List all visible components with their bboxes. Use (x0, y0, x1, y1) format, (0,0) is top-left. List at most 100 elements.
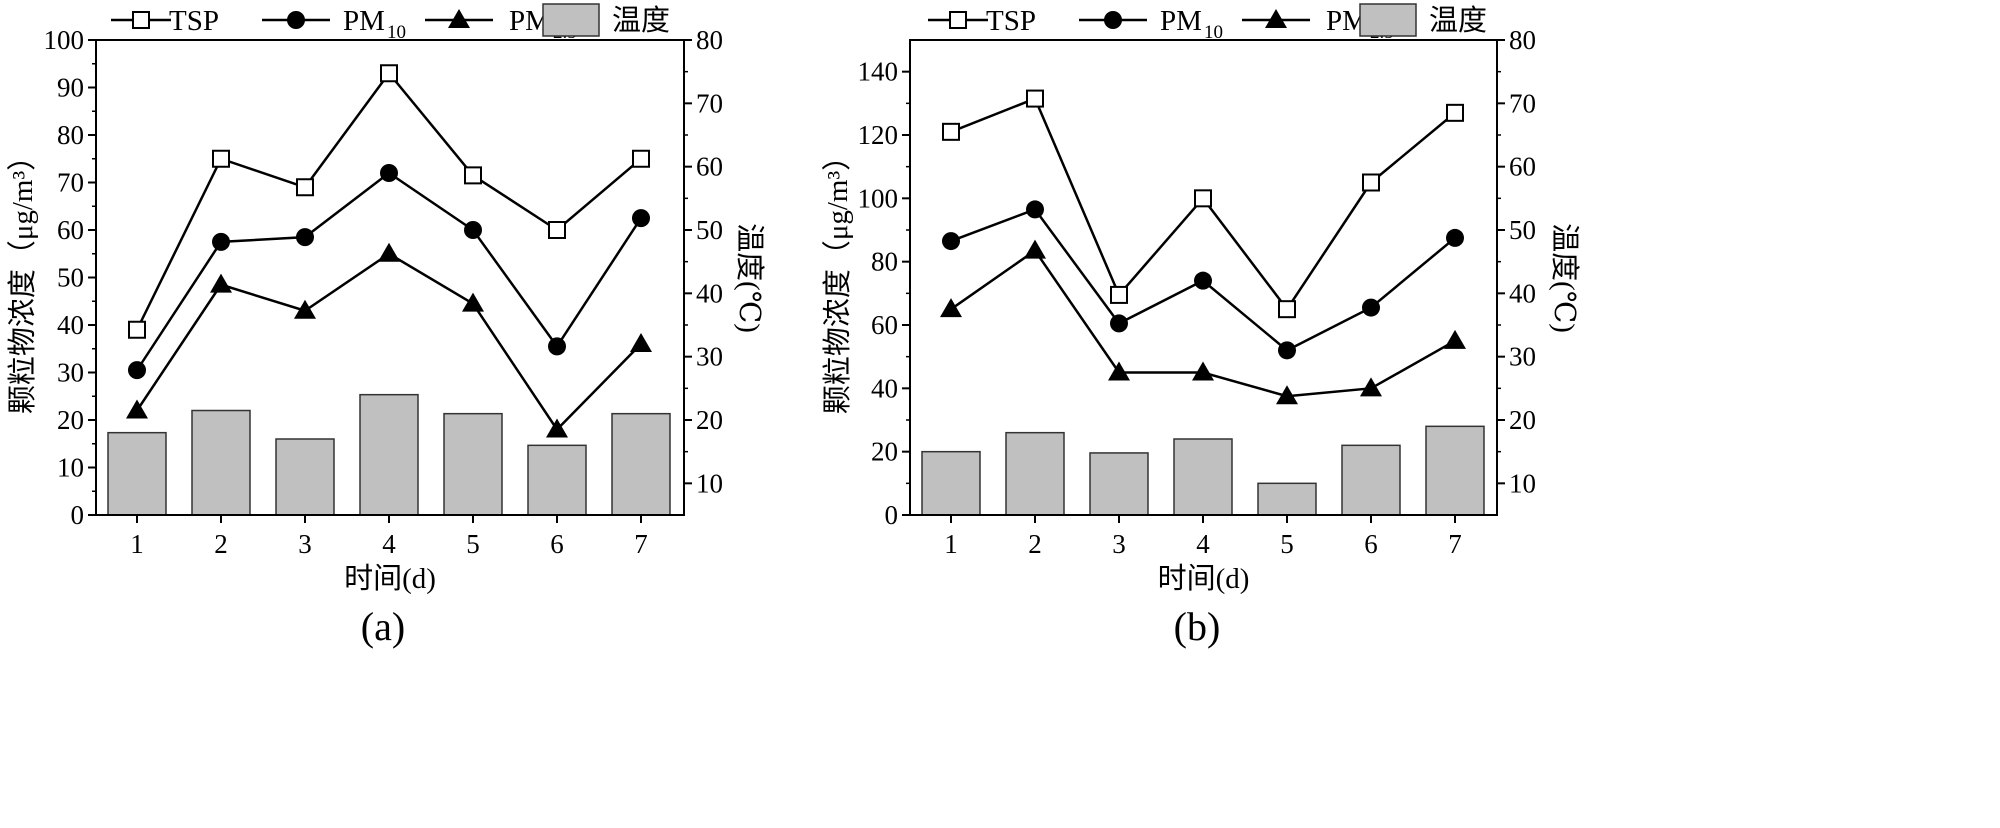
legend-marker-pm25 (448, 9, 470, 28)
legend-marker-pm25 (1265, 9, 1287, 28)
right-tick-label: 60 (1509, 152, 1536, 182)
x-tick-label: 7 (634, 529, 648, 559)
tsp-marker (1278, 300, 1296, 319)
pm10-marker (212, 232, 230, 251)
legend-label-tsp: TSP (169, 5, 219, 37)
x-tick-label: 6 (550, 529, 564, 559)
pm10-marker (1446, 228, 1464, 247)
temperature-bar (107, 431, 167, 516)
left-tick-label: 120 (858, 120, 899, 150)
pm10-marker (380, 164, 398, 182)
pm10-marker (632, 209, 650, 228)
pm25-marker (1276, 385, 1298, 405)
x-tick-label: 4 (382, 529, 396, 559)
legend-label-temp: 温度 (612, 4, 670, 37)
left-tick-label: 0 (885, 500, 899, 530)
legend-marker-temp (542, 3, 600, 37)
left-tick-label: 80 (57, 120, 84, 150)
chart-caption: (b) (1174, 604, 1221, 649)
pm25-marker (1024, 239, 1046, 259)
x-axis-label: 时间(d) (344, 562, 436, 595)
pm10-marker (1026, 200, 1044, 219)
left-tick-label: 30 (57, 358, 84, 388)
left-tick-label: 100 (44, 25, 85, 55)
pm25-marker (630, 333, 652, 352)
right-tick-label: 10 (696, 468, 723, 498)
temperature-bar (527, 444, 587, 516)
x-tick-label: 2 (214, 529, 228, 559)
tsp-marker (464, 166, 482, 185)
right-tick-label: 10 (1509, 468, 1536, 498)
y-axis-label-right: 温度(℃) (1548, 223, 1581, 333)
x-tick-label: 3 (1112, 529, 1126, 559)
pm10-marker (942, 232, 960, 251)
tsp-marker (128, 320, 146, 339)
right-tick-label: 40 (696, 278, 723, 308)
series-line-pm10 (135, 171, 643, 371)
right-tick-label: 20 (696, 405, 723, 435)
y-axis-label-right: 温度(℃) (733, 223, 766, 333)
right-tick-label: 80 (696, 25, 723, 55)
tsp-marker (548, 221, 566, 239)
pm10-marker (296, 228, 314, 247)
tsp-marker (380, 64, 398, 83)
temperature-bar (359, 393, 419, 516)
left-tick-label: 20 (871, 437, 898, 467)
x-tick-label: 5 (1280, 529, 1294, 559)
pm10-marker (464, 221, 482, 239)
x-axis-label: 时间(d) (1158, 562, 1250, 595)
temperature-bar (1341, 444, 1401, 516)
pm25-marker (378, 242, 400, 262)
temperature-bar (275, 438, 335, 516)
tsp-marker (1362, 173, 1380, 192)
x-tick-label: 7 (1448, 529, 1462, 559)
temperature-bar (611, 412, 671, 516)
y-axis-label-left: 颗粒物浓度（μg/m³） (821, 142, 854, 414)
x-tick-label: 6 (1364, 529, 1378, 559)
x-tick-label: 5 (466, 529, 480, 559)
left-tick-label: 40 (871, 373, 898, 403)
right-tick-label: 70 (1509, 88, 1536, 118)
tsp-marker (1194, 189, 1212, 208)
pm10-marker (128, 361, 146, 380)
pm25-marker (940, 298, 962, 318)
right-tick-label: 60 (696, 152, 723, 182)
chart-a: 0 10 20 30 40 50 60 70 80 90 100 10 20 30 40 50 60 70 80 1 2… (6, 3, 766, 649)
temperature-bar (191, 409, 251, 516)
temperature-bar (1005, 431, 1065, 516)
pm10-marker (1110, 314, 1128, 333)
tsp-marker (1446, 103, 1464, 122)
temperature-bar (443, 412, 503, 516)
pm25-marker (462, 292, 484, 312)
tsp-marker (212, 149, 230, 168)
left-tick-label: 90 (57, 73, 84, 103)
tsp-marker (296, 178, 314, 197)
legend-label-tsp: TSP (986, 5, 1036, 37)
pm25-marker (546, 418, 568, 438)
tsp-marker (632, 149, 650, 168)
legend-marker-tsp (949, 11, 967, 29)
chart-caption: (a) (361, 604, 405, 649)
temperature-bar (1257, 482, 1317, 516)
x-tick-label: 3 (298, 529, 312, 559)
pm10-marker (548, 337, 566, 356)
tsp-marker (942, 122, 960, 141)
left-tick-label: 40 (57, 310, 84, 340)
pm25-marker (294, 299, 316, 319)
left-tick-label: 0 (71, 500, 85, 530)
temperature-bar (1089, 452, 1149, 516)
right-tick-label: 30 (696, 342, 723, 372)
pm25-marker (1192, 361, 1214, 381)
legend-label-pm10-sub: 10 (1204, 22, 1223, 43)
legend-label-temp: 温度 (1429, 4, 1487, 37)
left-tick-label: 80 (871, 247, 898, 277)
pm25-marker (210, 273, 232, 293)
chart-b: 0 20 40 60 80 100 120 140 10 20 30 40 50 60 70 80 1 2 3 4 5 6… (821, 3, 1581, 649)
legend-marker-pm10 (287, 11, 305, 29)
right-tick-label: 50 (1509, 215, 1536, 245)
x-tick-label: 1 (130, 529, 144, 559)
tsp-marker (1110, 285, 1128, 304)
temperature-bar (1425, 425, 1485, 516)
temperature-bar (921, 450, 981, 516)
